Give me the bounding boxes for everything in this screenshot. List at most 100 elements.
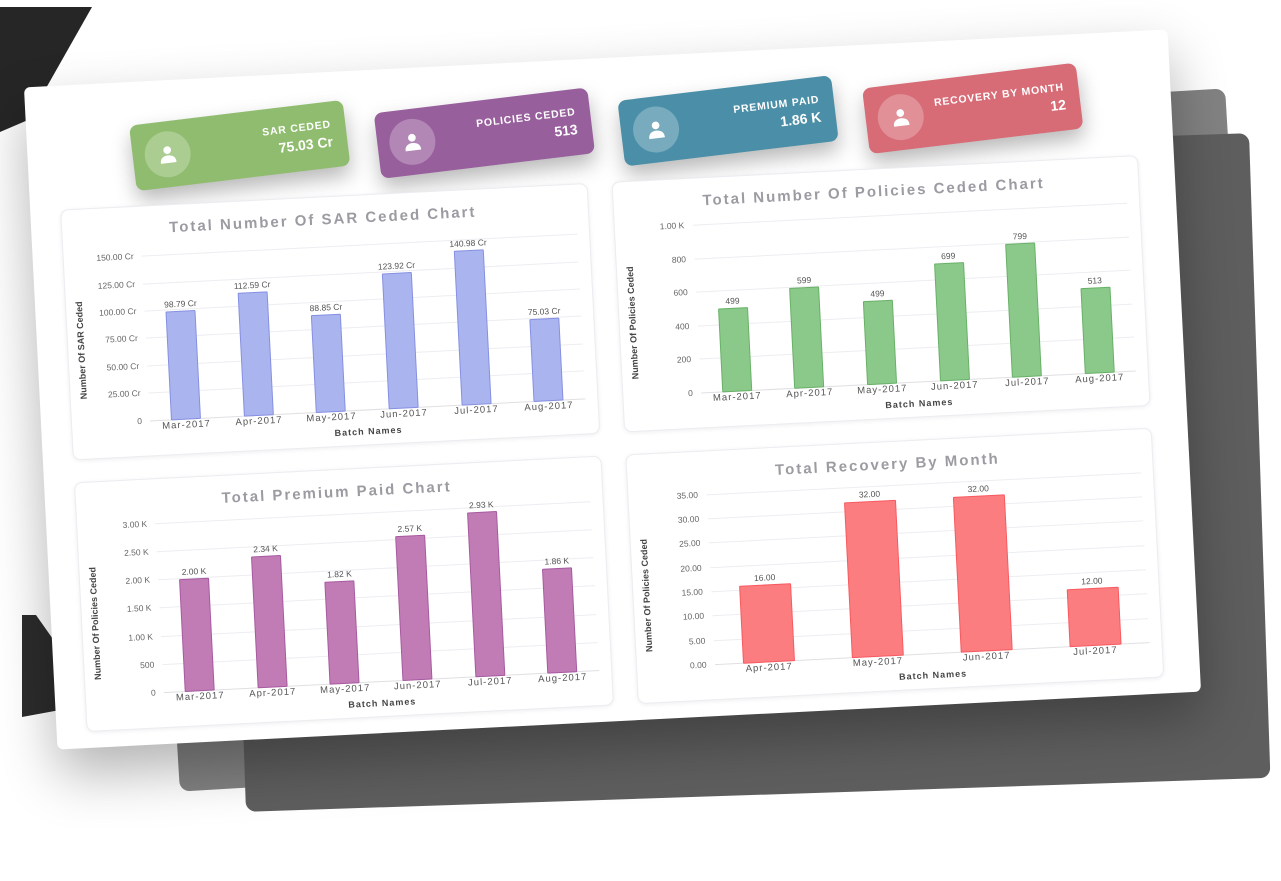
bar-group: 112.59 Cr <box>214 236 295 417</box>
bar-value-label: 2.57 K <box>397 523 423 535</box>
bar-group: 16.00 <box>706 482 824 665</box>
bar[interactable] <box>250 555 288 689</box>
y-tick-label: 35.00 <box>676 489 699 501</box>
plot-column: 0 200 400 600 800 1.00 K 499 599 499 699 799 513 M… <box>636 194 1137 426</box>
bar[interactable] <box>529 317 564 402</box>
y-tick-label: 200 <box>676 354 692 365</box>
kpi-card-sar-ceded[interactable]: SAR CEDED 75.03 Cr <box>128 99 350 192</box>
person-icon <box>630 103 682 156</box>
y-tick-label: 0 <box>136 415 143 426</box>
bar-value-label: 499 <box>870 288 885 299</box>
y-tick-label: 800 <box>671 253 687 265</box>
bar-value-label: 140.98 Cr <box>449 237 487 250</box>
bar[interactable] <box>466 510 505 678</box>
bar[interactable] <box>739 583 795 664</box>
bar-group: 2.93 K <box>445 497 526 678</box>
bar[interactable] <box>381 271 419 409</box>
y-tick-label: 500 <box>139 659 155 671</box>
bar-value-label: 32.00 <box>967 483 990 495</box>
chart-panel-sar-ceded: Total Number Of SAR Ceded Chart Number O… <box>60 183 600 460</box>
bar[interactable] <box>165 310 202 420</box>
kpi-text: RECOVERY BY MONTH 12 <box>921 81 1066 131</box>
plot-area: 98.79 Cr 112.59 Cr 88.85 Cr 123.92 Cr 140.98… <box>141 222 585 421</box>
plot-row: 0.00 5.00 10.00 15.00 20.00 25.00 30.00 35.00 1… <box>650 466 1150 671</box>
bar[interactable] <box>862 299 897 385</box>
bar-group: 123.92 Cr <box>358 229 439 410</box>
plot-area: 16.00 32.00 32.00 12.00 <box>705 466 1150 666</box>
bar[interactable] <box>789 286 825 389</box>
bar[interactable] <box>843 500 904 659</box>
bar[interactable] <box>324 580 360 685</box>
bar[interactable] <box>952 494 1013 653</box>
bar-value-label: 513 <box>1087 274 1103 286</box>
bar-value-label: 799 <box>1012 230 1028 242</box>
y-axis-tick-labels: 0.00 5.00 10.00 15.00 20.00 25.00 30.00 35.00 <box>650 488 715 671</box>
y-tick-label: 2.50 K <box>123 546 149 559</box>
bar-value-label: 123.92 Cr <box>377 259 416 272</box>
chart-body: Number Of SAR Ceded 0 25.00 Cr 50.00 Cr 75.… <box>71 222 586 455</box>
y-tick-label: 30.00 <box>677 513 700 525</box>
kpi-card-recovery-by-month[interactable]: RECOVERY BY MONTH 12 <box>861 62 1083 155</box>
y-axis-tick-labels: 0 500 1.00 K 1.50 K 2.00 K 2.50 K 3.00 K <box>99 516 164 698</box>
bar-group: 98.79 Cr <box>141 240 222 421</box>
bar[interactable] <box>453 249 492 406</box>
chart-body: Number Of Policies Ceded 0 500 1.00 K 1.50 … <box>85 494 600 727</box>
y-tick-label: 600 <box>673 287 688 298</box>
bar[interactable] <box>1080 286 1115 374</box>
bar-group: 799 <box>982 197 1063 378</box>
bar-value-label: 499 <box>725 295 740 307</box>
bar[interactable] <box>542 567 578 674</box>
chart-panel-premium-paid: Total Premium Paid Chart Number Of Polic… <box>73 455 614 733</box>
kpi-card-policies-ceded[interactable]: POLICIES CEDED 513 <box>373 87 595 179</box>
bar-value-label: 2.93 K <box>468 499 494 511</box>
y-axis-tick-labels: 0 25.00 Cr 50.00 Cr 75.00 Cr 100.00 Cr 125.00… <box>85 244 150 426</box>
bar[interactable] <box>933 262 970 381</box>
bar[interactable] <box>395 534 433 681</box>
bar[interactable] <box>179 577 216 693</box>
y-tick-label: 75.00 Cr <box>104 333 139 345</box>
bar-group: 140.98 Cr <box>431 225 512 406</box>
bar[interactable] <box>1066 586 1122 648</box>
plot-row: 0 200 400 600 800 1.00 K 499 599 499 699 799 513 <box>636 194 1136 398</box>
bar-group: 513 <box>1054 194 1135 375</box>
bar-group: 2.00 K <box>155 512 236 693</box>
bar-value-label: 699 <box>940 250 956 262</box>
chart-panel-policies-ceded: Total Number Of Policies Ceded Chart Num… <box>610 155 1151 432</box>
bar-group: 2.57 K <box>372 501 453 682</box>
plot-row: 0 500 1.00 K 1.50 K 2.00 K 2.50 K 3.00 K 2.00 … <box>99 494 599 698</box>
y-tick-label: 3.00 K <box>122 518 148 530</box>
y-tick-label: 2.00 K <box>125 574 151 587</box>
y-tick-label: 125.00 Cr <box>97 278 136 291</box>
plot-column: 0 500 1.00 K 1.50 K 2.00 K 2.50 K 3.00 K 2.00 … <box>99 494 600 726</box>
plot-row: 0 25.00 Cr 50.00 Cr 75.00 Cr 100.00 Cr 125.00… <box>85 222 585 426</box>
bar-value-label: 2.34 K <box>252 543 279 555</box>
bar[interactable] <box>311 313 347 413</box>
bar[interactable] <box>717 307 753 392</box>
bars-layer: 499 599 499 699 799 513 <box>692 194 1136 393</box>
y-tick-label: 50.00 Cr <box>106 360 140 373</box>
bar[interactable] <box>1005 242 1042 378</box>
bar-group: 75.03 Cr <box>503 222 584 403</box>
bar[interactable] <box>237 291 274 417</box>
bar-value-label: 1.86 K <box>544 555 570 567</box>
bar-value-label: 12.00 <box>1080 575 1103 587</box>
bar-group: 12.00 <box>1032 466 1150 649</box>
bars-layer: 16.00 32.00 32.00 12.00 <box>706 466 1150 665</box>
bar-value-label: 16.00 <box>753 572 776 584</box>
y-tick-label: 20.00 <box>680 562 702 574</box>
bars-layer: 2.00 K 2.34 K 1.82 K 2.57 K 2.93 K 1.86 K <box>155 494 599 693</box>
person-icon <box>874 91 926 143</box>
y-tick-label: 1.00 K <box>128 631 154 643</box>
y-tick-label: 400 <box>674 320 690 332</box>
bar-group: 2.34 K <box>227 508 308 689</box>
y-tick-label: 100.00 Cr <box>98 305 137 318</box>
y-tick-label: 10.00 <box>682 611 705 623</box>
plot-column: 0 25.00 Cr 50.00 Cr 75.00 Cr 100.00 Cr 125.00… <box>85 222 586 454</box>
y-tick-label: 25.00 Cr <box>107 387 141 400</box>
bar-group: 599 <box>764 208 845 389</box>
bar-value-label: 112.59 Cr <box>233 279 271 292</box>
y-tick-label: 1.00 K <box>659 220 685 232</box>
kpi-row: SAR CEDED 75.03 Cr POLICIES CEDED 513 <box>128 62 1083 192</box>
kpi-card-premium-paid[interactable]: PREMIUM PAID 1.86 K <box>617 75 839 167</box>
y-axis-tick-labels: 0 200 400 600 800 1.00 K <box>636 216 701 397</box>
